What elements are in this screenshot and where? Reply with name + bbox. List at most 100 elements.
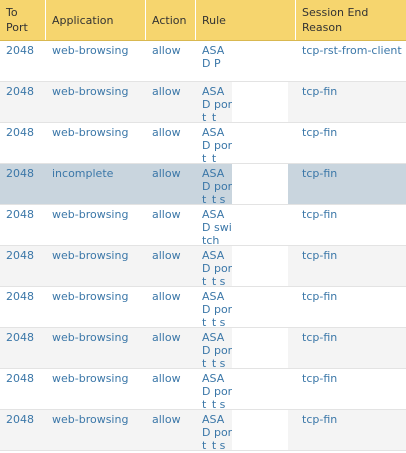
- to-port-cell[interactable]: 2048: [0, 328, 46, 368]
- session-end-reason-cell-text: tcp-fin: [302, 290, 338, 303]
- to-port-cell-text: 2048: [6, 44, 34, 57]
- rule-cell-text: ASA D port_t: [202, 85, 233, 121]
- to-port-cell[interactable]: 2048: [0, 205, 46, 245]
- rule-cell-text: ASA D switch: [202, 208, 232, 244]
- rule-cell[interactable]: ASA D port_t switc: [196, 246, 296, 286]
- application-cell[interactable]: web-browsing: [46, 41, 146, 81]
- action-cell[interactable]: allow: [146, 205, 196, 245]
- rule-cell[interactable]: ASA D port_t switc: [196, 328, 296, 368]
- application-cell[interactable]: web-browsing: [46, 205, 146, 245]
- rule-cell[interactable]: ASA D port_t switc: [196, 164, 296, 204]
- table-row[interactable]: 2048 web-browsing allow ASA D port_t switc t…: [0, 246, 406, 287]
- session-end-reason-cell-text: tcp-rst-from-client: [302, 44, 402, 57]
- table-row[interactable]: 2048 web-browsing allow ASA D port_t switc t…: [0, 369, 406, 410]
- to-port-cell[interactable]: 2048: [0, 410, 46, 450]
- column-header-action[interactable]: Action: [146, 0, 196, 40]
- action-cell[interactable]: allow: [146, 246, 196, 286]
- column-header-to-port[interactable]: To Port: [0, 0, 46, 40]
- action-cell-text: allow: [152, 290, 181, 303]
- table-row[interactable]: 2048 incomplete allow ASA D port_t switc tcp…: [0, 164, 406, 205]
- action-cell[interactable]: allow: [146, 328, 196, 368]
- application-cell-text: web-browsing: [52, 290, 129, 303]
- application-cell[interactable]: incomplete: [46, 164, 146, 204]
- action-cell[interactable]: allow: [146, 410, 196, 450]
- to-port-cell[interactable]: 2048: [0, 123, 46, 163]
- to-port-cell[interactable]: 2048: [0, 164, 46, 204]
- action-cell-text: allow: [152, 413, 181, 426]
- to-port-cell[interactable]: 2048: [0, 287, 46, 327]
- to-port-cell-text: 2048: [6, 126, 34, 139]
- session-end-reason-cell[interactable]: tcp-fin: [296, 410, 406, 450]
- application-cell-text: web-browsing: [52, 208, 129, 221]
- to-port-cell-text: 2048: [6, 208, 34, 221]
- session-end-reason-cell[interactable]: tcp-fin: [296, 164, 406, 204]
- rule-cell-text: ASA D P: [202, 44, 225, 70]
- table-row[interactable]: 2048 web-browsing allow ASA D port_t tcp-fin: [0, 123, 406, 164]
- application-cell[interactable]: web-browsing: [46, 410, 146, 450]
- action-cell[interactable]: allow: [146, 164, 196, 204]
- action-cell[interactable]: allow: [146, 287, 196, 327]
- session-end-reason-cell[interactable]: tcp-fin: [296, 82, 406, 122]
- to-port-cell[interactable]: 2048: [0, 41, 46, 81]
- table-row[interactable]: 2048 web-browsing allow ASA D port_t switc t…: [0, 410, 406, 451]
- to-port-cell[interactable]: 2048: [0, 246, 46, 286]
- action-cell[interactable]: allow: [146, 369, 196, 409]
- session-end-reason-cell-text: tcp-fin: [302, 85, 338, 98]
- application-cell[interactable]: web-browsing: [46, 287, 146, 327]
- session-end-reason-cell-text: tcp-fin: [302, 372, 338, 385]
- application-cell[interactable]: web-browsing: [46, 246, 146, 286]
- to-port-cell[interactable]: 2048: [0, 82, 46, 122]
- to-port-cell-text: 2048: [6, 249, 34, 262]
- column-header-rule[interactable]: Rule: [196, 0, 296, 40]
- session-end-reason-cell[interactable]: tcp-fin: [296, 123, 406, 163]
- session-end-reason-cell-text: tcp-fin: [302, 126, 338, 139]
- session-end-reason-cell[interactable]: tcp-fin: [296, 246, 406, 286]
- application-cell[interactable]: web-browsing: [46, 328, 146, 368]
- to-port-cell[interactable]: 2048: [0, 369, 46, 409]
- rule-cell-text: ASA D port_t switc: [202, 372, 233, 408]
- rule-cell[interactable]: ASA D switch: [196, 205, 296, 245]
- session-end-reason-cell[interactable]: tcp-fin: [296, 287, 406, 327]
- table-row[interactable]: 2048 web-browsing allow ASA D port_t tcp-fin: [0, 82, 406, 123]
- table-header: To Port Application Action Rule Session …: [0, 0, 406, 41]
- table-row[interactable]: 2048 web-browsing allow ASA D P tcp-rst-from…: [0, 41, 406, 82]
- session-end-reason-cell-text: tcp-fin: [302, 249, 338, 262]
- action-cell[interactable]: allow: [146, 123, 196, 163]
- rule-cell-text: ASA D port_t switc: [202, 331, 233, 367]
- application-cell-text: web-browsing: [52, 126, 129, 139]
- session-end-reason-cell[interactable]: tcp-rst-from-client: [296, 41, 406, 81]
- application-cell[interactable]: web-browsing: [46, 123, 146, 163]
- action-cell-text: allow: [152, 331, 181, 344]
- table-row[interactable]: 2048 web-browsing allow ASA D switch tcp-fin: [0, 205, 406, 246]
- column-header-application[interactable]: Application: [46, 0, 146, 40]
- rule-cell[interactable]: ASA D port_t: [196, 82, 296, 122]
- rule-cell-text: ASA D port_t switc: [202, 167, 233, 203]
- table-row[interactable]: 2048 web-browsing allow ASA D port_t switc t…: [0, 287, 406, 328]
- rule-cell[interactable]: ASA D port_t switc: [196, 287, 296, 327]
- to-port-cell-text: 2048: [6, 372, 34, 385]
- redaction-mask: [232, 205, 288, 245]
- column-header-session-end-reason[interactable]: Session End Reason: [302, 6, 369, 34]
- table-body: 2048 web-browsing allow ASA D P tcp-rst-from…: [0, 41, 406, 451]
- action-cell[interactable]: allow: [146, 82, 196, 122]
- rule-cell-text: ASA D port_t: [202, 126, 233, 162]
- action-cell-text: allow: [152, 372, 181, 385]
- to-port-cell-text: 2048: [6, 331, 34, 344]
- session-end-reason-cell[interactable]: tcp-fin: [296, 369, 406, 409]
- application-cell-text: web-browsing: [52, 249, 129, 262]
- rule-cell[interactable]: ASA D port_t switc: [196, 369, 296, 409]
- rule-cell[interactable]: ASA D P: [196, 41, 296, 81]
- redaction-mask: [232, 287, 288, 327]
- session-end-reason-cell-text: tcp-fin: [302, 167, 338, 180]
- session-end-reason-cell[interactable]: tcp-fin: [296, 328, 406, 368]
- session-end-reason-cell[interactable]: tcp-fin: [296, 205, 406, 245]
- action-cell[interactable]: allow: [146, 41, 196, 81]
- application-cell[interactable]: web-browsing: [46, 369, 146, 409]
- application-cell[interactable]: web-browsing: [46, 82, 146, 122]
- rule-cell[interactable]: ASA D port_t switc: [196, 410, 296, 450]
- redaction-mask: [232, 369, 288, 409]
- table-row[interactable]: 2048 web-browsing allow ASA D port_t switc t…: [0, 328, 406, 369]
- rule-cell[interactable]: ASA D port_t: [196, 123, 296, 163]
- application-cell-text: web-browsing: [52, 44, 129, 57]
